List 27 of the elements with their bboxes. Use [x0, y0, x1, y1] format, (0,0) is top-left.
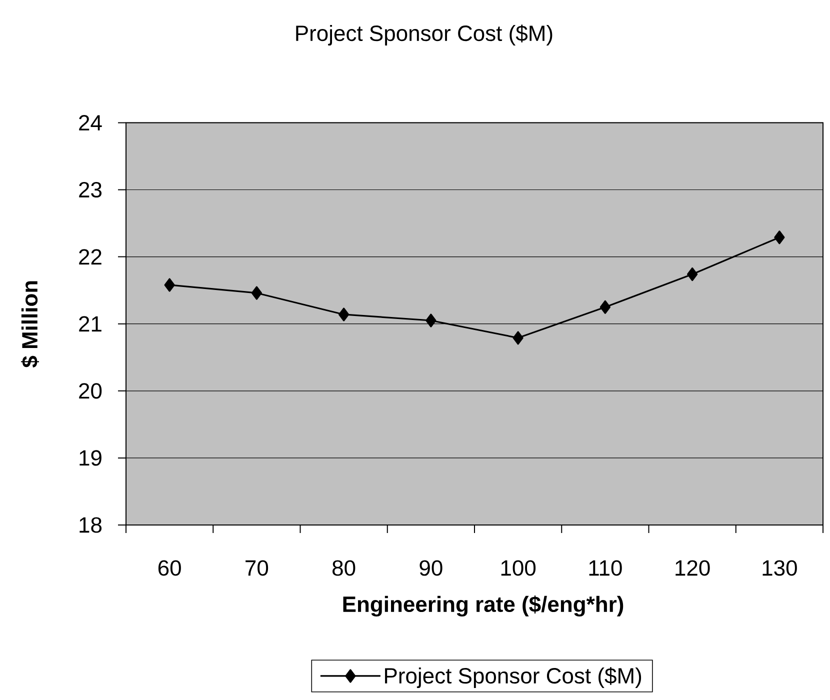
point — [164, 278, 175, 292]
x-tick-label: 100 — [501, 560, 536, 576]
x-tick-label: 70 — [246, 560, 268, 576]
legend-label: Project Sponsor Cost ($M) — [385, 667, 642, 688]
x-tick-label: 130 — [762, 560, 797, 576]
x-tick-label: 90 — [420, 560, 442, 576]
chart-title: Project Sponsor Cost ($M) — [296, 24, 552, 46]
y-tick-label: 23 — [79, 182, 102, 198]
x-tick-label: 120 — [676, 560, 710, 576]
x-tick-label: 80 — [332, 560, 356, 576]
y-tick-label: 18 — [80, 517, 102, 533]
point — [426, 314, 436, 328]
y-tick-label: 24 — [79, 115, 102, 130]
y-tick-label: 20 — [79, 383, 102, 399]
point — [774, 230, 785, 244]
point — [338, 308, 350, 322]
y-axis-title: $ Million — [21, 281, 40, 368]
point — [251, 286, 262, 300]
point — [600, 300, 610, 314]
point — [687, 267, 698, 282]
point — [512, 331, 524, 345]
x-axis-title: Engineering rate ($/eng*hr) — [343, 595, 624, 616]
y-tick-label: 19 — [80, 450, 102, 466]
x-tick-label: 110 — [589, 560, 622, 576]
x-tick-label: 60 — [158, 560, 181, 576]
y-tick-label: 21 — [79, 316, 102, 332]
y-tick-label: 22 — [79, 249, 102, 264]
